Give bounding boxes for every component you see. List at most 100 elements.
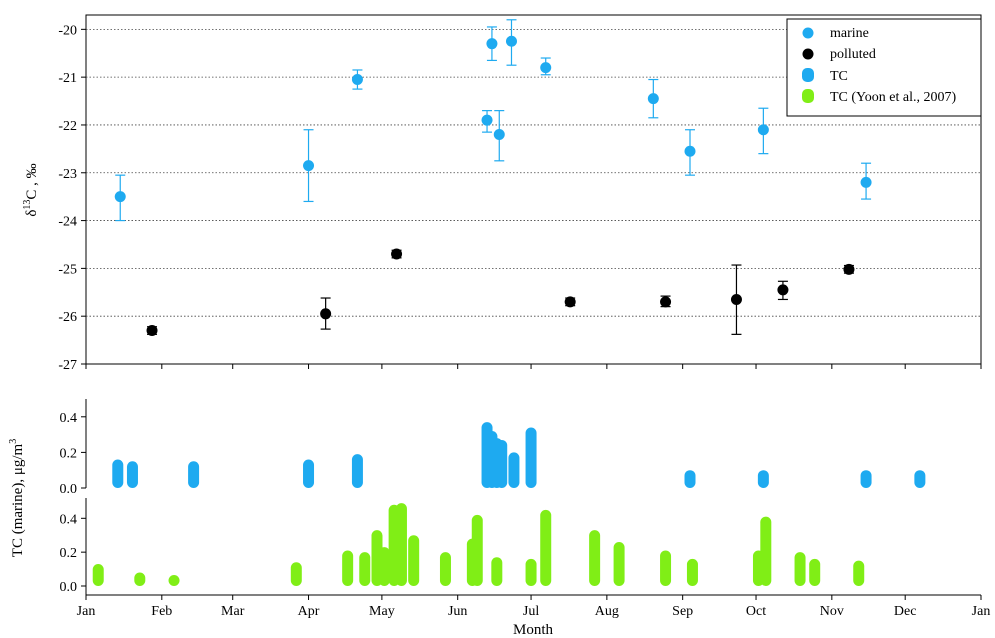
yoon-bars	[93, 503, 865, 586]
y-tick-label: -23	[58, 167, 77, 182]
x-tick-label: Dec	[894, 604, 917, 619]
y-label-rest: C , ‰	[24, 163, 40, 199]
yoon-bar	[660, 550, 671, 586]
tc-bar	[914, 470, 925, 488]
yoon-bar	[614, 542, 625, 586]
yoon-bar	[359, 552, 370, 586]
marine-point	[648, 93, 659, 104]
x-tick-label: Mar	[221, 604, 245, 619]
tc-bar	[303, 460, 314, 488]
yoon-bar	[687, 559, 698, 586]
y-tick-label: 0.2	[60, 546, 78, 561]
yoon-bar	[342, 550, 353, 586]
polluted-point	[391, 249, 402, 260]
yoon-bar	[93, 564, 104, 586]
polluted-point	[843, 264, 854, 275]
y-tick-label: -27	[58, 358, 77, 373]
polluted-point	[777, 284, 788, 295]
top-x-ticks	[86, 364, 981, 369]
marine-point	[494, 129, 505, 140]
marine-point	[861, 177, 872, 188]
y-tick-label: 0.2	[60, 446, 78, 461]
yoon-bar	[795, 552, 806, 586]
legend-marine-marker	[803, 28, 814, 39]
marine-point	[758, 124, 769, 135]
polluted-point	[147, 325, 158, 336]
tc-bar	[352, 454, 363, 488]
legend-yoon-label: TC (Yoon et al., 2007)	[830, 90, 956, 105]
yoon-bar	[291, 562, 302, 586]
marine-point	[506, 36, 517, 47]
y-tick-label: -24	[58, 215, 77, 230]
polluted-point	[565, 296, 576, 307]
bottom-x-ticks: Jan Feb Mar Apr May Jun Jul Aug Sep Oct Nov Dec Jan	[77, 595, 991, 619]
marine-point	[685, 146, 696, 157]
y-tick-label: -25	[58, 262, 77, 277]
x-tick-label: Apr	[298, 604, 320, 619]
y-tick-label: -21	[58, 71, 77, 86]
yoon-bar	[169, 575, 180, 586]
y-tick-label: 0.4	[60, 512, 78, 527]
bottom-y-axis-label: TC (marine), μg/m3	[8, 439, 26, 557]
x-tick-label: Feb	[151, 604, 172, 619]
x-tick-label: Oct	[746, 604, 766, 619]
legend-polluted-label: polluted	[830, 47, 876, 62]
yoon-bar	[853, 561, 864, 586]
yoon-bar	[589, 530, 600, 586]
y-tick-label: -22	[58, 119, 77, 134]
yoon-bar	[440, 552, 451, 586]
yoon-bar	[472, 515, 483, 586]
x-axis-label: Month	[513, 622, 554, 638]
x-tick-label: May	[369, 604, 395, 619]
x-tick-label: Jun	[448, 604, 467, 619]
x-tick-label: Nov	[820, 604, 844, 619]
legend-yoon-swatch	[802, 89, 814, 103]
legend-polluted-marker	[803, 49, 814, 60]
yoon-bar	[408, 535, 419, 586]
data-points	[115, 36, 872, 336]
yoon-bar	[540, 510, 551, 586]
y-tick-label: -26	[58, 310, 77, 325]
legend-tc-label: TC	[830, 69, 848, 84]
tc-bar	[526, 427, 537, 488]
tc-y-ticks: 0.0 0.2 0.4	[60, 411, 87, 497]
yoon-bar	[491, 557, 502, 586]
yoon-bar	[379, 547, 390, 586]
tc-bar	[758, 470, 769, 488]
yoon-bar	[526, 559, 537, 586]
y-tick-label: -20	[58, 23, 77, 38]
y-tick-label: 0.4	[60, 411, 78, 426]
legend-marine-label: marine	[830, 26, 869, 41]
x-tick-label: Jan	[77, 604, 96, 619]
x-tick-label: Aug	[595, 604, 619, 619]
x-tick-label: Jul	[523, 604, 539, 619]
polluted-point	[731, 294, 742, 305]
marine-point	[352, 74, 363, 85]
tc-bar	[496, 440, 507, 488]
marine-point	[115, 191, 126, 202]
tc-bar	[508, 452, 519, 488]
tc-bar	[188, 461, 199, 488]
tc-bar	[112, 460, 123, 488]
x-tick-label: Sep	[672, 604, 693, 619]
marine-point	[486, 38, 497, 49]
y-label-main: TC (marine), μg/m	[10, 443, 26, 557]
legend: marine polluted TC TC (Yoon et al., 2007…	[787, 19, 981, 116]
tc-bars	[112, 422, 925, 488]
yoon-bar	[396, 503, 407, 586]
marine-point	[303, 160, 314, 171]
tc-bar	[127, 461, 138, 488]
error-bars	[115, 20, 871, 335]
legend-tc-swatch	[802, 68, 814, 82]
y-label-delta: δ	[24, 210, 40, 217]
y-tick-label: 0.0	[60, 482, 78, 497]
y-label-superscript: 3	[8, 439, 19, 444]
polluted-point	[660, 296, 671, 307]
marine-point	[540, 62, 551, 73]
yoon-bar	[760, 517, 771, 586]
marine-point	[482, 115, 493, 126]
y-label-superscript: 13	[22, 200, 33, 210]
polluted-point	[320, 308, 331, 319]
x-tick-label: Jan	[972, 604, 991, 619]
